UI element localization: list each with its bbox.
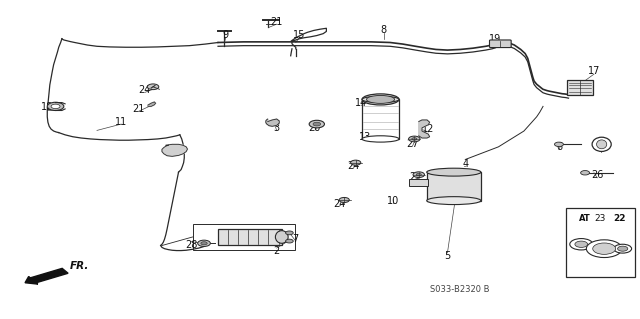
Text: 24: 24 [333, 199, 346, 209]
Ellipse shape [362, 96, 399, 103]
Circle shape [147, 84, 159, 90]
Circle shape [416, 174, 421, 176]
Text: S033-B2320 B: S033-B2320 B [431, 285, 490, 294]
Text: 24: 24 [139, 85, 151, 95]
Text: 12: 12 [422, 124, 435, 135]
Text: 9: 9 [223, 30, 228, 40]
Text: 27: 27 [410, 172, 422, 182]
Text: 1: 1 [278, 234, 285, 243]
Circle shape [285, 239, 293, 243]
Text: 3: 3 [274, 123, 280, 133]
Text: 22: 22 [605, 249, 618, 259]
Circle shape [351, 160, 361, 165]
Ellipse shape [362, 136, 399, 142]
Text: 8: 8 [381, 25, 387, 35]
Text: 18: 18 [41, 102, 53, 112]
Text: 25: 25 [594, 142, 607, 152]
Ellipse shape [275, 231, 288, 243]
Bar [427, 172, 481, 201]
FancyArrow shape [25, 268, 68, 284]
Bar [566, 208, 635, 277]
Text: 22: 22 [613, 213, 626, 222]
Text: 10: 10 [387, 196, 399, 206]
Text: 21: 21 [271, 17, 283, 27]
Circle shape [614, 244, 632, 253]
Circle shape [198, 240, 211, 247]
Bar [362, 100, 399, 139]
Text: 17: 17 [588, 66, 600, 76]
Polygon shape [148, 102, 156, 106]
Text: 20: 20 [308, 123, 321, 133]
Text: 19: 19 [489, 34, 501, 44]
Circle shape [618, 246, 628, 251]
Polygon shape [266, 119, 279, 126]
Text: 7: 7 [292, 234, 299, 243]
Text: 23: 23 [595, 213, 606, 222]
Circle shape [412, 138, 417, 140]
Text: 22: 22 [610, 221, 623, 231]
Circle shape [47, 102, 64, 110]
Text: FR.: FR. [70, 261, 90, 271]
Text: 28: 28 [185, 240, 198, 250]
Ellipse shape [427, 197, 481, 204]
Circle shape [313, 122, 321, 126]
Text: 4: 4 [462, 159, 468, 169]
Circle shape [570, 239, 593, 250]
Text: 27: 27 [406, 139, 419, 149]
Circle shape [51, 104, 60, 108]
Text: 2: 2 [273, 246, 280, 256]
Text: 21: 21 [132, 104, 145, 114]
Text: 13: 13 [358, 132, 371, 142]
Polygon shape [419, 120, 429, 138]
Ellipse shape [596, 140, 607, 149]
Circle shape [580, 171, 589, 175]
Text: AT: AT [577, 215, 589, 225]
Text: 14: 14 [355, 98, 367, 108]
Ellipse shape [367, 95, 394, 103]
Ellipse shape [362, 94, 399, 105]
Text: 23: 23 [597, 215, 610, 225]
Circle shape [201, 242, 207, 245]
Text: 11: 11 [115, 116, 127, 127]
Circle shape [575, 241, 588, 248]
Ellipse shape [592, 137, 611, 152]
Text: 5: 5 [444, 251, 451, 261]
Ellipse shape [427, 168, 481, 176]
Circle shape [285, 231, 293, 235]
Text: 15: 15 [293, 30, 306, 40]
Circle shape [413, 172, 424, 178]
Bar [567, 80, 593, 95]
Circle shape [586, 240, 622, 257]
Circle shape [309, 120, 324, 128]
Circle shape [339, 197, 349, 203]
Circle shape [593, 243, 616, 254]
Circle shape [408, 136, 420, 142]
Text: AT: AT [579, 213, 591, 222]
Bar [218, 229, 282, 245]
FancyBboxPatch shape [490, 40, 511, 48]
Text: 6: 6 [556, 142, 562, 152]
Polygon shape [162, 144, 188, 156]
Text: 16: 16 [172, 145, 185, 155]
Text: 26: 26 [591, 170, 604, 180]
Bar [409, 179, 428, 186]
Circle shape [554, 142, 563, 146]
Text: 24: 24 [347, 161, 359, 171]
